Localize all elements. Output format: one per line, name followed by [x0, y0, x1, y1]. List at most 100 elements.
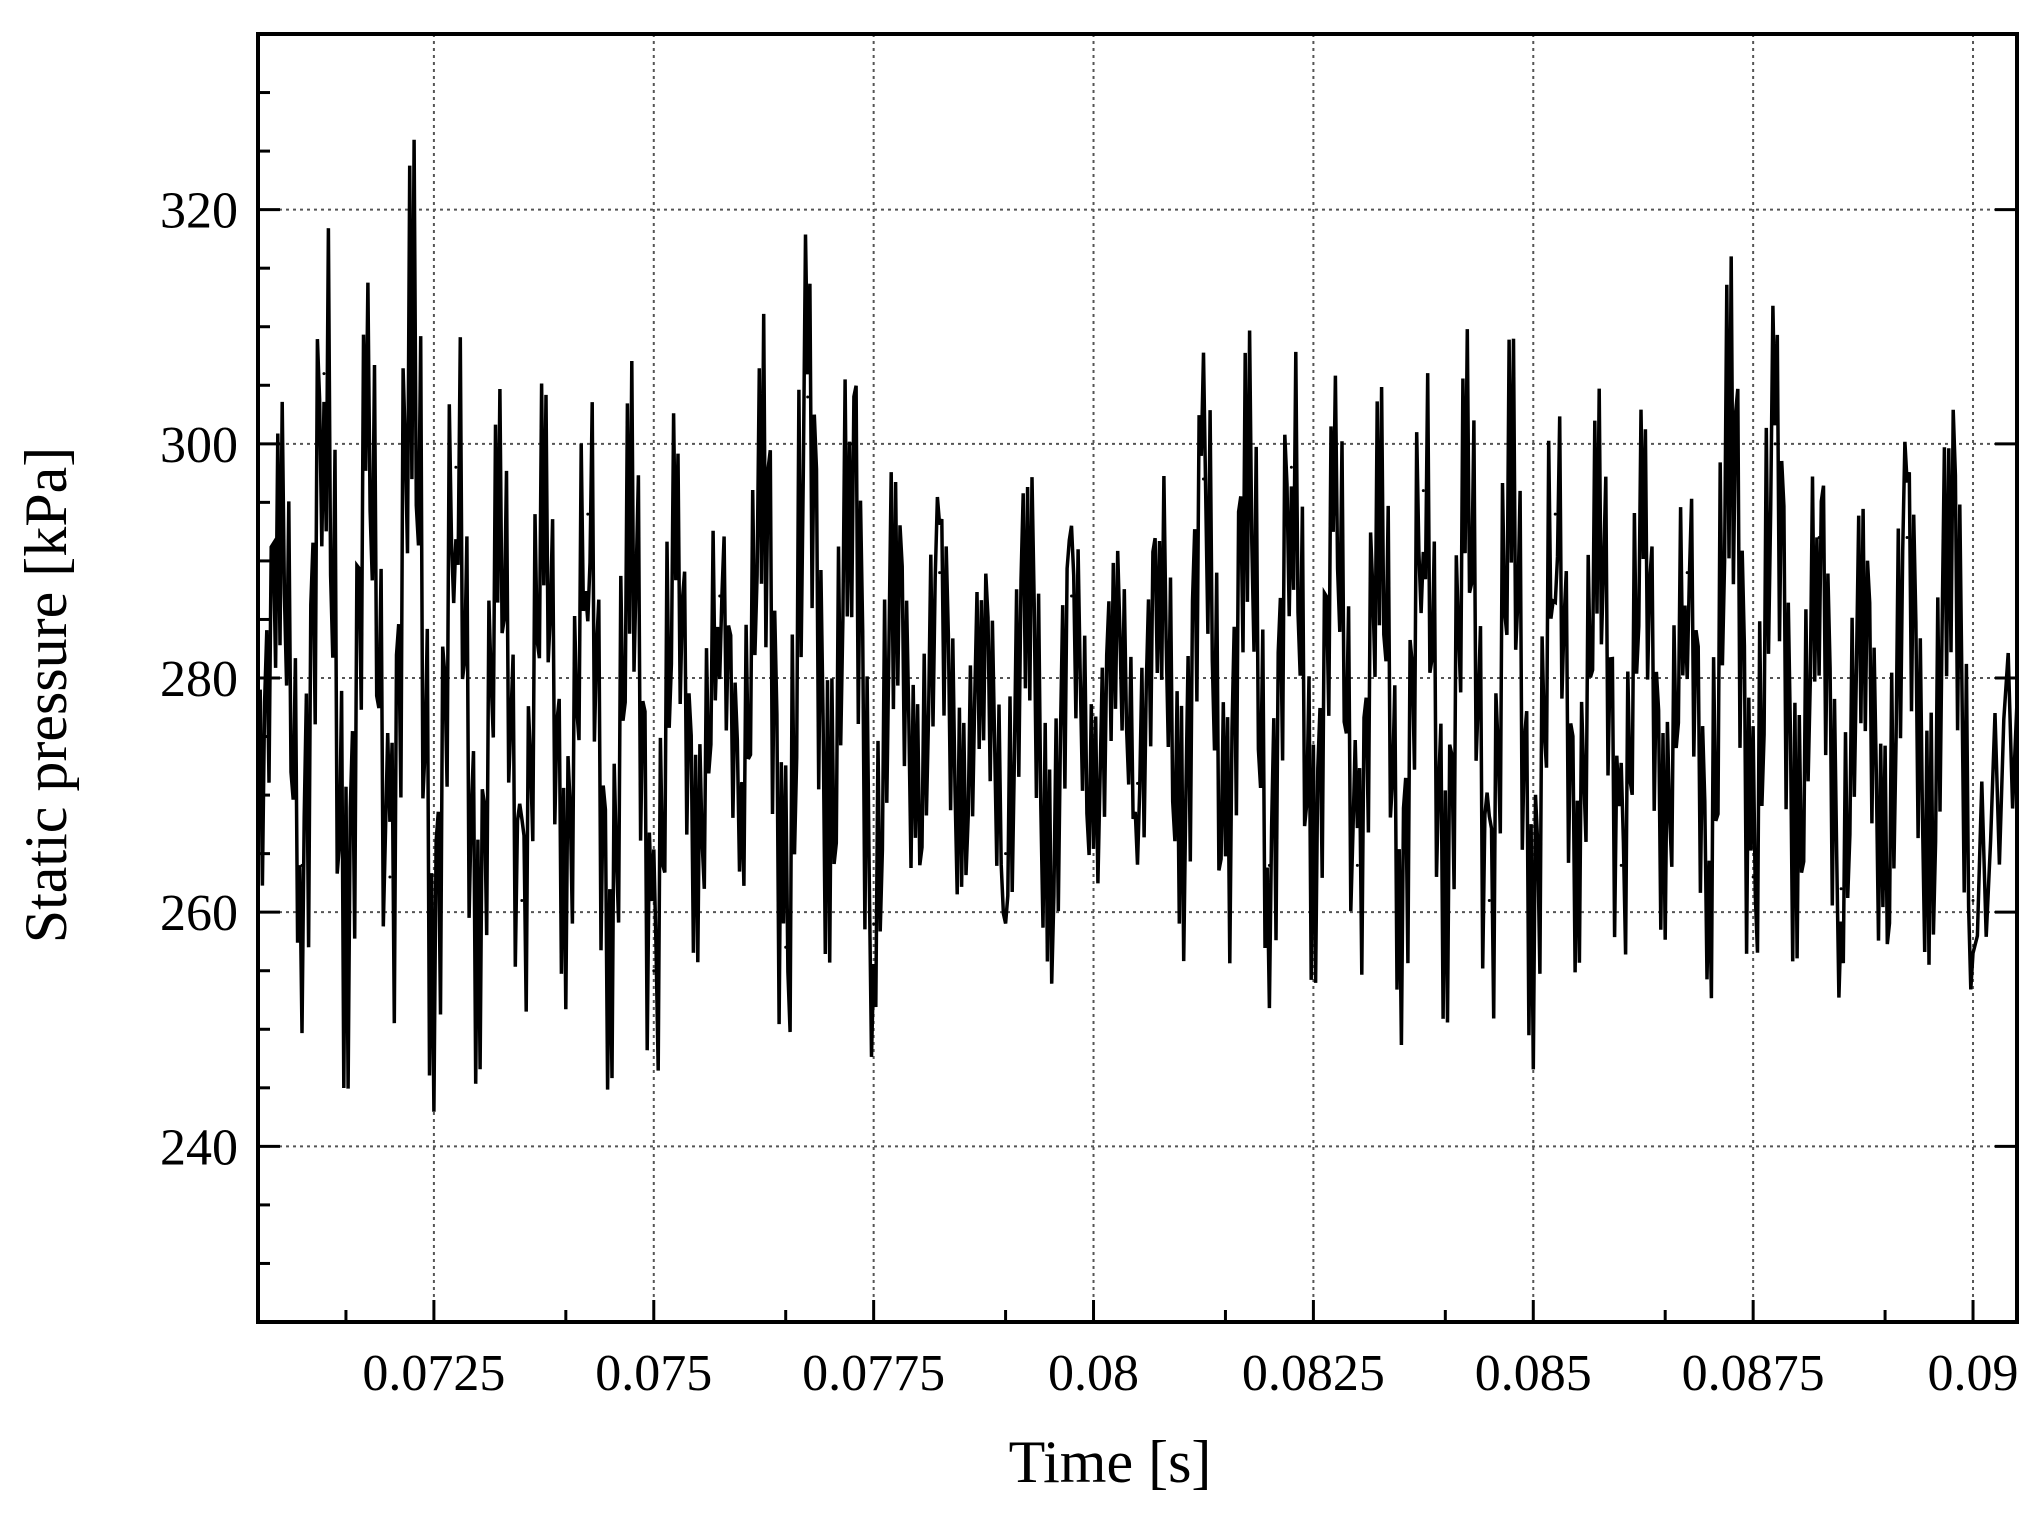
y-tick-label: 260: [160, 885, 238, 942]
data-point: [806, 395, 810, 399]
data-point: [1641, 535, 1645, 539]
data-point: [586, 512, 590, 516]
data-point: [894, 559, 898, 563]
data-point: [1223, 852, 1227, 856]
data-point: [1927, 875, 1931, 879]
x-tick-label: 0.08: [1048, 1345, 1139, 1402]
y-tick-label: 300: [160, 417, 238, 474]
data-point: [1114, 617, 1118, 621]
data-point: [1971, 898, 1975, 902]
y-tick-label: 320: [160, 183, 238, 240]
data-point: [1136, 781, 1139, 785]
data-point: [410, 336, 414, 340]
data-point: [1048, 898, 1052, 902]
data-point: [982, 629, 986, 633]
data-point: [674, 559, 678, 563]
data-point: [366, 442, 370, 446]
data-point: [762, 465, 766, 469]
data-point: [1773, 442, 1777, 446]
data-point: [498, 535, 502, 539]
data-point: [1685, 571, 1689, 575]
data-point: [1443, 875, 1447, 879]
data-point: [1861, 594, 1865, 598]
data-point: [1070, 594, 1074, 598]
data-point: [1355, 863, 1359, 867]
data-point: [1883, 887, 1887, 891]
data-point: [652, 969, 656, 973]
data-point: [1949, 489, 1953, 493]
data-point: [1597, 524, 1601, 528]
data-point: [740, 781, 744, 785]
data-point: [696, 852, 700, 856]
data-point: [1465, 489, 1469, 493]
data-point: [1289, 465, 1293, 469]
data-point: [916, 817, 920, 821]
data-point: [1795, 852, 1799, 856]
data-point: [1157, 559, 1161, 563]
data-point: [630, 524, 634, 528]
data-point: [1267, 863, 1271, 867]
data-point: [1179, 840, 1183, 844]
data-point: [1531, 910, 1535, 914]
data-point: [322, 372, 326, 376]
data-point: [300, 863, 304, 867]
data-point: [1377, 524, 1381, 528]
data-point: [1026, 547, 1030, 551]
data-point: [1619, 863, 1623, 867]
x-tick-label: 0.0775: [802, 1345, 945, 1402]
x-tick-label: 0.09: [1928, 1345, 2019, 1402]
data-point: [1487, 898, 1491, 902]
data-point: [784, 945, 788, 949]
data-point: [608, 934, 612, 938]
data-point: [476, 922, 480, 926]
data-point: [1839, 887, 1843, 891]
data-point: [278, 524, 282, 528]
x-tick-labels: 0.0725 0.075 0.0775 0.08 0.0825 0.085 0.0875 0.…: [362, 1345, 2018, 1402]
data-point: [1729, 407, 1733, 411]
data-point: [960, 828, 964, 832]
x-tick-label: 0.085: [1475, 1345, 1592, 1402]
axis-ticks: [258, 91, 2017, 1322]
data-point: [1201, 477, 1205, 481]
grid-lines: [258, 34, 2017, 1322]
data-point: [872, 922, 876, 926]
y-tick-label: 280: [160, 651, 238, 708]
data-point: [1663, 828, 1667, 832]
data-point: [542, 524, 546, 528]
data-point: [388, 875, 392, 879]
data-point: [1333, 512, 1337, 516]
data-point: [1399, 887, 1403, 891]
y-tick-label: 240: [160, 1119, 238, 1176]
data-point: [454, 465, 458, 469]
data-point: [564, 863, 568, 867]
data-point: [1509, 489, 1513, 493]
data-point: [1421, 489, 1425, 493]
data-point: [850, 442, 854, 446]
data-point: [1707, 863, 1711, 867]
data-point: [1575, 840, 1579, 844]
x-tick-label: 0.0875: [1682, 1345, 1825, 1402]
x-axis-title: Time [s]: [1009, 1429, 1212, 1495]
data-point: [938, 571, 942, 575]
data-point: [1092, 817, 1096, 821]
data-point: [432, 934, 436, 938]
x-tick-label: 0.0725: [362, 1345, 505, 1402]
data-point: [344, 922, 348, 926]
data-point: [1004, 852, 1008, 856]
x-tick-label: 0.0825: [1242, 1345, 1385, 1402]
data-point: [1245, 465, 1249, 469]
series-layer: [256, 139, 2019, 1112]
y-tick-labels: 240 260 280 300 320: [160, 183, 238, 1177]
x-tick-label: 0.075: [595, 1345, 712, 1402]
y-axis-title: Static pressure [kPa]: [13, 447, 79, 944]
data-point: [1905, 535, 1909, 539]
data-point: [520, 898, 524, 902]
data-point: [1311, 852, 1315, 856]
data-point: [1553, 512, 1557, 516]
data-point: [718, 594, 722, 598]
data-point: [1817, 535, 1821, 539]
data-point: [1751, 875, 1755, 879]
pressure-series-line: [256, 139, 2019, 1112]
data-point: [828, 840, 832, 844]
